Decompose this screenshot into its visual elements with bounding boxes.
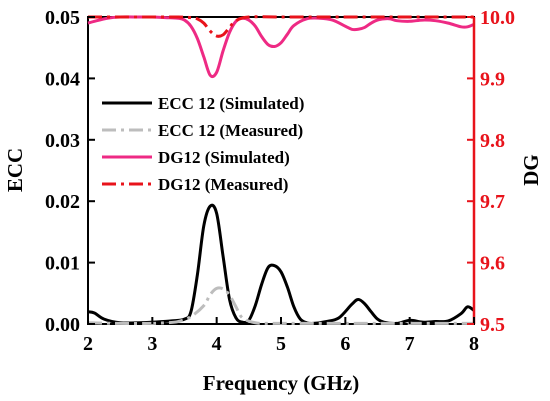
right-y-tick-label: 9.8 — [480, 130, 505, 152]
right-y-tick-label: 9.9 — [480, 68, 505, 90]
left-y-tick-label: 0.04 — [45, 68, 80, 90]
legend-label-2: ECC 12 (Measured) — [158, 121, 303, 140]
x-tick-label: 3 — [147, 333, 157, 355]
legend-label-3: DG12 (Simulated) — [158, 148, 290, 167]
x-tick-label: 5 — [276, 333, 286, 355]
x-tick-label: 4 — [212, 333, 222, 355]
x-tick-label: 2 — [83, 333, 93, 355]
x-axis-title: Frequency (GHz) — [203, 371, 360, 395]
series-layer — [87, 15, 475, 325]
series-line-1 — [87, 203, 475, 325]
x-tick-label: 7 — [405, 333, 415, 355]
x-tick-label: 8 — [469, 333, 479, 355]
left-axis-title: ECC — [3, 148, 27, 192]
legend: ECC 12 (Simulated) ECC 12 (Measured) DG12 … — [102, 94, 304, 194]
right-y-tick-label: 10.0 — [480, 7, 515, 29]
plot-frame — [87, 16, 475, 325]
right-y-tick-label: 9.5 — [480, 314, 505, 336]
left-y-tick-label: 0.05 — [45, 7, 80, 29]
axes-layer: 2 3 4 5 6 7 8 0.00 0.01 0.02 0.03 0.04 0.05 9.5 9.6 9.7… — [45, 7, 515, 355]
legend-label-1: ECC 12 (Simulated) — [158, 94, 304, 113]
right-axis-title: DG — [519, 154, 543, 186]
series-line-3 — [87, 15, 475, 79]
left-y-tick-label: 0.03 — [45, 130, 80, 152]
series-line-2 — [87, 286, 474, 325]
left-y-tick-label: 0.00 — [45, 314, 80, 336]
legend-label-4: DG12 (Measured) — [158, 175, 288, 194]
series-line-4 — [88, 15, 474, 38]
left-y-tick-label: 0.02 — [45, 191, 80, 213]
left-y-tick-label: 0.01 — [45, 253, 80, 275]
x-tick-label: 6 — [340, 333, 350, 355]
right-y-tick-label: 9.6 — [480, 253, 505, 275]
right-y-tick-label: 9.7 — [480, 191, 505, 213]
